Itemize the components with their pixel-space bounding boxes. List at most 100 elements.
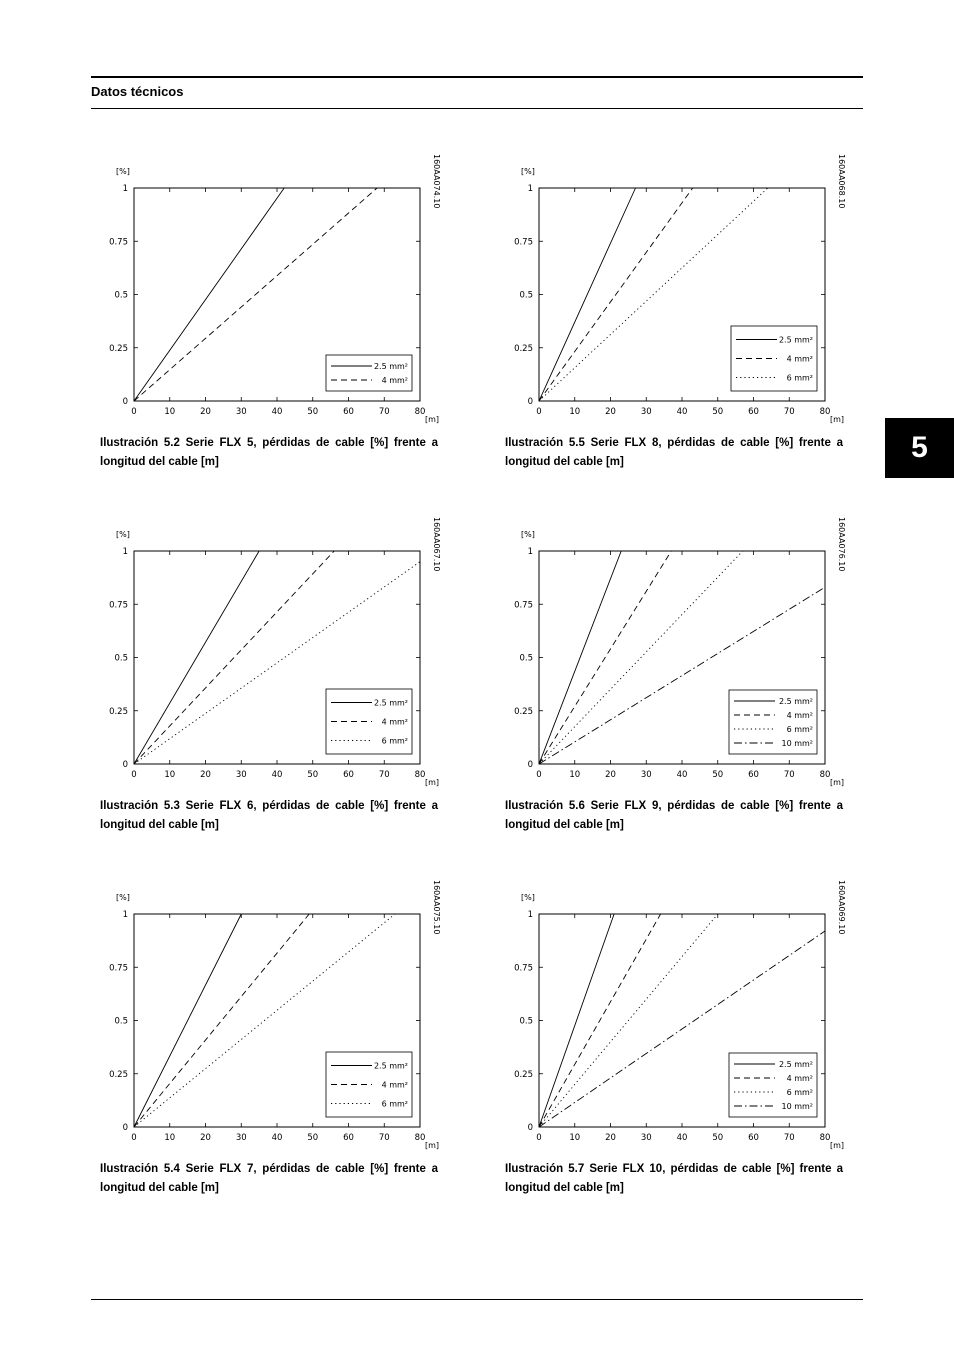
x-tick-label: 80: [415, 770, 426, 780]
chart-5-3: 0 10 20 30 40 50 60 70 80 0 0.25 0.5 0.75 1 [%] [m] 160A…: [109, 517, 441, 787]
y-tick-label: 0: [123, 1123, 128, 1133]
series-line-solid: [133, 187, 285, 402]
y-tick-label: 0: [528, 397, 533, 407]
y-tick-label: 0.5: [519, 291, 533, 301]
chart-block-5-5: 0 10 20 30 40 50 60 70 80 0 0.25 0.5 0.75 1 [%] [m] 160A…: [505, 150, 885, 430]
x-tick-label: 80: [820, 770, 831, 780]
x-tick-label: 20: [605, 1133, 616, 1143]
chart-block-5-4: 0 10 20 30 40 50 60 70 80 0 0.25 0.5 0.75 1 [%] [m] 160A…: [100, 876, 480, 1156]
x-tick-label: 40: [677, 407, 688, 417]
x-tick-label: 60: [748, 770, 759, 780]
x-tick-label: 0: [536, 407, 541, 417]
x-tick-label: 80: [820, 407, 831, 417]
legend-label: 2.5 mm²: [374, 699, 408, 708]
legend-label: 4 mm²: [787, 1074, 813, 1083]
legend-label: 4 mm²: [787, 711, 813, 720]
x-tick-label: 40: [272, 1133, 283, 1143]
series-line-dashed: [133, 187, 378, 402]
chart-5-7: 0 10 20 30 40 50 60 70 80 0 0.25 0.5 0.75 1 [%] [m] 160A…: [514, 880, 846, 1150]
chart-block-5-6: 0 10 20 30 40 50 60 70 80 0 0.25 0.5 0.75 1 [%] [m] 160A…: [505, 513, 885, 793]
series-line-dashed: [538, 187, 694, 402]
legend-label: 4 mm²: [382, 376, 408, 385]
chapter-tab: 5: [885, 418, 954, 478]
y-tick-label: 0.25: [514, 1070, 533, 1080]
series-line-solid: [133, 913, 242, 1128]
series-line-dotted: [538, 550, 744, 765]
figure-code: 160AA069.10: [837, 880, 846, 934]
y-tick-label: 0.25: [514, 344, 533, 354]
y-tick-label: 0.75: [109, 600, 128, 610]
chart-block-5-2: 0 10 20 30 40 50 60 70 80 0 0.25 0.5 0.75 1 [%] [m] 160A…: [100, 150, 480, 430]
x-axis-label: [m]: [425, 415, 439, 424]
x-tick-label: 40: [677, 770, 688, 780]
y-tick-label: 0.75: [514, 600, 533, 610]
figure-code: 160AA076.10: [837, 517, 846, 571]
x-axis-label: [m]: [830, 1141, 844, 1150]
x-tick-label: 30: [641, 1133, 652, 1143]
y-tick-label: 0.5: [114, 654, 128, 664]
x-tick-label: 0: [536, 1133, 541, 1143]
x-tick-label: 60: [748, 1133, 759, 1143]
series-line-solid: [538, 913, 615, 1128]
x-tick-label: 30: [641, 770, 652, 780]
series-line-solid: [538, 187, 636, 402]
series-line-solid: [133, 550, 260, 765]
header-rule-bottom: [91, 108, 863, 109]
y-tick-label: 0: [123, 760, 128, 770]
x-tick-label: 70: [379, 407, 390, 417]
x-tick-label: 0: [131, 1133, 136, 1143]
x-tick-label: 20: [200, 770, 211, 780]
x-tick-label: 20: [200, 1133, 211, 1143]
x-tick-label: 30: [641, 407, 652, 417]
chart-block-5-3: 0 10 20 30 40 50 60 70 80 0 0.25 0.5 0.75 1 [%] [m] 160A…: [100, 513, 480, 793]
caption-5-7: Ilustración 5.7 Serie FLX 10, pérdidas d…: [505, 1163, 843, 1194]
y-axis-label: [%]: [116, 893, 130, 902]
y-tick-label: 0.75: [109, 237, 128, 247]
y-tick-label: 0.25: [109, 344, 128, 354]
x-tick-label: 10: [569, 1133, 580, 1143]
x-tick-label: 20: [605, 407, 616, 417]
legend-box: [730, 325, 818, 392]
series-line-dotted: [133, 913, 396, 1128]
y-tick-label: 1: [528, 910, 533, 920]
y-tick-label: 1: [123, 910, 128, 920]
x-tick-label: 80: [415, 1133, 426, 1143]
footer-rule: [91, 1299, 863, 1300]
x-tick-label: 10: [569, 770, 580, 780]
x-tick-label: 10: [164, 1133, 175, 1143]
x-tick-label: 40: [677, 1133, 688, 1143]
legend-label: 6 mm²: [382, 737, 408, 746]
series-line-solid: [538, 550, 622, 765]
legend-box: [325, 688, 413, 755]
page-header-title: Datos técnicos: [91, 84, 184, 99]
series-line-dotted: [538, 913, 719, 1128]
legend-label: 4 mm²: [382, 718, 408, 727]
chart-5-2: 0 10 20 30 40 50 60 70 80 0 0.25 0.5 0.75 1 [%] [m] 160A…: [109, 154, 441, 424]
legend-label: 6 mm²: [787, 1088, 813, 1097]
x-tick-label: 70: [379, 770, 390, 780]
y-axis-label: [%]: [521, 530, 535, 539]
legend-label: 4 mm²: [382, 1081, 408, 1090]
x-tick-label: 0: [131, 407, 136, 417]
x-tick-label: 80: [820, 1133, 831, 1143]
x-tick-label: 80: [415, 407, 426, 417]
y-tick-label: 1: [123, 184, 128, 194]
series-line-dashed: [538, 913, 661, 1128]
legend-label: 6 mm²: [787, 374, 813, 383]
figure-code: 160AA068.10: [837, 154, 846, 208]
x-tick-label: 50: [307, 407, 318, 417]
y-axis-label: [%]: [521, 893, 535, 902]
y-tick-label: 0.75: [514, 963, 533, 973]
x-tick-label: 50: [712, 770, 723, 780]
caption-5-6: Ilustración 5.6 Serie FLX 9, pérdidas de…: [505, 800, 843, 831]
y-tick-label: 0.25: [109, 707, 128, 717]
y-tick-label: 0.25: [514, 707, 533, 717]
caption-5-4: Ilustración 5.4 Serie FLX 7, pérdidas de…: [100, 1163, 438, 1194]
legend-label: 4 mm²: [787, 355, 813, 364]
y-tick-label: 0.75: [109, 963, 128, 973]
legend-label: 2.5 mm²: [374, 1062, 408, 1071]
figure-code: 160AA074.10: [432, 154, 441, 208]
y-tick-label: 0: [123, 397, 128, 407]
legend-label: 2.5 mm²: [779, 1060, 813, 1069]
x-tick-label: 60: [343, 770, 354, 780]
